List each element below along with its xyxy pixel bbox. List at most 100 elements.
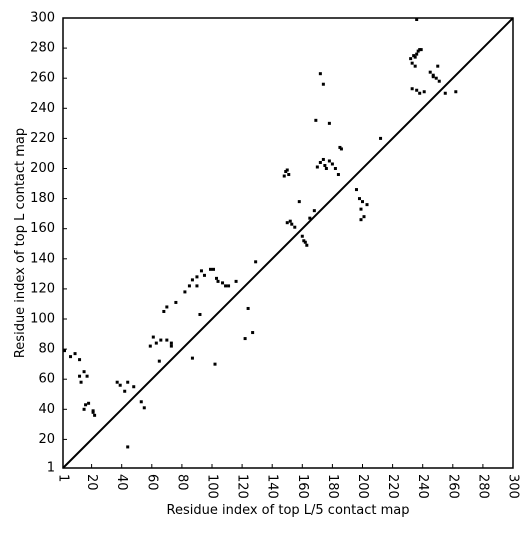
contact-point xyxy=(216,279,220,283)
y-tick-label: 260 xyxy=(30,71,55,86)
contact-point xyxy=(78,374,82,378)
contact-point xyxy=(379,136,383,140)
contact-point xyxy=(324,167,328,171)
contact-point xyxy=(422,90,426,94)
contact-point xyxy=(415,52,419,56)
contact-point xyxy=(212,267,216,271)
contact-point xyxy=(431,73,435,77)
plot-frame xyxy=(62,17,514,469)
contact-point xyxy=(199,269,203,273)
contact-point xyxy=(151,335,155,339)
contact-point xyxy=(323,163,327,167)
contact-point xyxy=(190,356,194,360)
x-tick-label: 20 xyxy=(84,474,99,491)
contact-point xyxy=(126,380,130,384)
contact-point xyxy=(321,82,325,86)
contact-point xyxy=(169,344,173,348)
contact-point xyxy=(165,305,169,309)
contact-point xyxy=(312,209,316,213)
contact-point xyxy=(416,49,420,53)
y-tick-label: 280 xyxy=(30,41,55,56)
contact-point xyxy=(297,200,301,204)
contact-point xyxy=(315,165,319,169)
contact-point xyxy=(115,380,119,384)
contact-point xyxy=(69,355,73,359)
contact-point xyxy=(126,445,130,449)
contact-point xyxy=(118,383,122,387)
contact-point xyxy=(243,337,247,341)
contact-point xyxy=(91,410,95,414)
contact-point xyxy=(431,75,435,79)
contact-point xyxy=(443,91,447,95)
contact-point xyxy=(303,240,307,244)
contact-point xyxy=(84,403,88,407)
contact-point xyxy=(413,55,417,59)
contact-point xyxy=(318,160,322,164)
contact-point xyxy=(195,275,199,279)
x-tick-label: 60 xyxy=(144,474,159,491)
contact-point xyxy=(78,358,82,362)
contact-point xyxy=(428,70,432,74)
y-tick-label: 160 xyxy=(30,221,55,236)
contact-point xyxy=(202,273,206,277)
contact-point xyxy=(413,64,417,68)
contact-point xyxy=(123,389,127,393)
contact-point xyxy=(287,173,291,177)
contact-point xyxy=(195,284,199,288)
contact-point xyxy=(290,222,294,226)
contact-point xyxy=(251,331,255,335)
contact-point xyxy=(327,159,331,163)
y-tick-label: 180 xyxy=(30,191,55,206)
contact-point xyxy=(246,306,250,310)
contact-point xyxy=(436,64,440,68)
contact-point xyxy=(418,91,422,95)
x-tick-label: 260 xyxy=(445,474,460,499)
contact-point xyxy=(410,87,414,91)
y-tick-label: 20 xyxy=(38,432,55,447)
contact-point xyxy=(183,290,187,294)
contact-point xyxy=(359,207,363,211)
y-tick-label: 1 xyxy=(47,461,55,476)
contact-point xyxy=(419,48,423,52)
contact-point xyxy=(215,276,219,280)
contact-point xyxy=(82,370,86,374)
contact-point xyxy=(87,401,91,405)
contact-point xyxy=(314,118,318,122)
contact-point xyxy=(300,234,304,238)
contact-point xyxy=(187,284,191,288)
contact-point xyxy=(359,218,363,222)
x-tick-label: 40 xyxy=(114,474,129,491)
y-tick-label: 240 xyxy=(30,101,55,116)
y-tick-label: 300 xyxy=(30,11,55,26)
x-tick-label: 240 xyxy=(415,474,430,499)
contact-point xyxy=(162,309,166,313)
contact-point xyxy=(293,225,297,229)
contact-point xyxy=(79,380,83,384)
contact-point xyxy=(224,284,228,288)
contact-point xyxy=(132,385,136,389)
x-axis-label: Residue index of top L/5 contact map xyxy=(167,503,410,518)
contact-point xyxy=(338,145,342,149)
y-tick-label: 200 xyxy=(30,161,55,176)
contact-point xyxy=(142,406,146,410)
contact-point xyxy=(169,341,173,345)
contact-point xyxy=(198,312,202,316)
contact-point xyxy=(409,57,413,61)
x-tick-label: 280 xyxy=(475,474,490,499)
contact-point xyxy=(318,72,322,76)
contact-point xyxy=(412,54,416,58)
contact-point xyxy=(339,147,343,151)
contact-point xyxy=(357,197,361,201)
contact-point xyxy=(190,278,194,282)
y-axis-label: Residue index of top L contact map xyxy=(13,128,28,358)
contact-point xyxy=(333,167,337,171)
y-tick-label: 140 xyxy=(30,251,55,266)
contact-point xyxy=(362,215,366,219)
contact-point xyxy=(63,349,67,353)
y-tick-label: 80 xyxy=(38,342,55,357)
contact-point xyxy=(148,344,152,348)
y-tick-label: 100 xyxy=(30,312,55,327)
contact-point xyxy=(73,352,77,356)
contact-point xyxy=(284,170,288,174)
contact-point xyxy=(327,121,331,125)
